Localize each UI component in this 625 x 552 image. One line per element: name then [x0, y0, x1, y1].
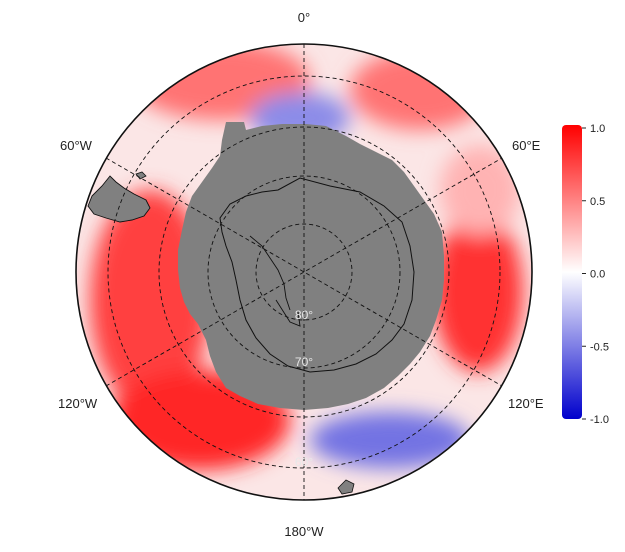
lat-circle-50: [107, 75, 501, 469]
graticule: [105, 44, 503, 500]
south-america-landmass: [87, 175, 151, 223]
lon-label-top: 0°: [298, 10, 310, 25]
lon-label-upper-left: 60°W: [60, 138, 93, 153]
lat-label-70: 70°: [295, 355, 313, 369]
meridian-120: [105, 157, 503, 387]
map-boundary: [75, 43, 533, 501]
meridian-60: [105, 157, 503, 387]
colorbar: 1.0 0.5 0.0 -0.5 -1.0: [562, 123, 609, 426]
lon-label-lower-right: 120°E: [508, 396, 544, 411]
lat-label-80: 80°: [295, 308, 313, 322]
lon-label-lower-left: 120°W: [58, 396, 98, 411]
colorbar-tick-label: 0.5: [590, 196, 605, 208]
colorbar-tick-label: 0.0: [590, 269, 605, 281]
field-region-pacific-south-negative: [310, 412, 470, 468]
field-region-atlantic-sector-north-1: [350, 50, 490, 130]
colorbar-tick-label: -0.5: [590, 341, 609, 353]
lon-label-bottom: 180°W: [284, 524, 324, 539]
lat-circle-80: [255, 223, 353, 321]
colorbar-tick-label: 1.0: [590, 123, 605, 135]
antarctica-landmass: [178, 122, 444, 410]
lon-label-upper-right: 60°E: [512, 138, 541, 153]
field-region-indian-ocean-east: [433, 212, 523, 372]
colorbar-tick-label: -1.0: [590, 414, 609, 426]
lat-label-60: 60°: [295, 455, 313, 469]
field-region-southwest-pacific: [440, 145, 520, 235]
colorbar-gradient: [562, 125, 582, 419]
falkland-islands: [135, 171, 147, 180]
auckland-islands: [337, 479, 355, 495]
